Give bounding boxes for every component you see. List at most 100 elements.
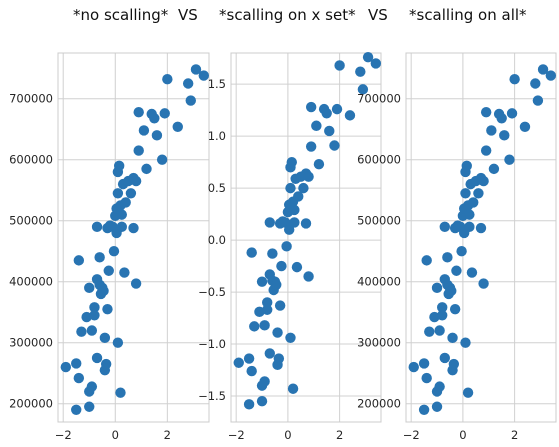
data-point: [499, 130, 510, 141]
data-point: [357, 84, 369, 95]
data-point: [102, 303, 113, 315]
data-point: [162, 74, 173, 85]
data-point: [259, 320, 270, 331]
data-point: [262, 304, 273, 315]
x-tick-label: −2: [55, 428, 72, 442]
data-point: [532, 95, 544, 106]
data-point: [449, 303, 461, 315]
plot-frame: [57, 52, 210, 423]
y-tick-label: 0.5: [208, 181, 226, 195]
data-point: [506, 108, 518, 119]
title-separator-2: VS: [368, 6, 388, 24]
data-point: [324, 125, 335, 137]
y-tick-label: 1.0: [208, 129, 226, 143]
data-point: [286, 156, 297, 168]
data-point: [243, 399, 255, 410]
y-tick-label: 500000: [9, 214, 53, 228]
y-tick-label: 0.0: [208, 233, 226, 247]
data-point: [331, 103, 343, 115]
x-tick-label: −2: [403, 428, 420, 442]
y-tick-label: 200000: [9, 397, 53, 411]
data-point: [128, 222, 139, 234]
data-point: [159, 108, 170, 119]
data-point: [120, 197, 131, 208]
data-point: [130, 175, 142, 187]
data-point: [185, 95, 196, 106]
data-point: [264, 217, 275, 228]
data-point: [305, 101, 317, 113]
x-tick-label: 2: [336, 428, 343, 442]
data-point: [108, 246, 120, 257]
data-point: [141, 163, 152, 175]
x-tick-label: −2: [228, 428, 245, 442]
data-point: [460, 337, 471, 348]
data-point: [81, 311, 92, 323]
title-separator-1: VS: [178, 6, 198, 24]
data-point: [262, 297, 273, 308]
data-point: [475, 222, 487, 234]
data-point: [537, 64, 549, 75]
data-point: [434, 325, 445, 336]
data-point: [291, 261, 303, 273]
data-point: [198, 70, 209, 81]
y-tick-label: −0.5: [198, 285, 226, 299]
data-point: [149, 113, 160, 124]
data-point: [272, 327, 283, 338]
data-point: [115, 387, 126, 398]
data-point: [334, 60, 345, 71]
data-point: [311, 120, 322, 131]
data-point: [112, 188, 124, 199]
data-point: [246, 247, 257, 258]
data-point: [305, 141, 317, 152]
y-tick-label: 200000: [357, 397, 401, 411]
data-point: [478, 175, 489, 187]
y-tick-label: 400000: [9, 275, 53, 289]
data-point: [91, 352, 103, 364]
data-point: [86, 325, 98, 336]
data-point: [344, 110, 356, 121]
data-point: [76, 326, 87, 337]
data-point: [86, 381, 98, 392]
y-tick-label: −1.0: [198, 337, 226, 351]
data-point: [285, 332, 296, 344]
y-tick-label: 600000: [357, 153, 401, 167]
data-point: [71, 404, 82, 416]
data-point: [480, 145, 492, 156]
plot-area: [231, 53, 381, 422]
data-point: [329, 140, 340, 151]
data-point: [446, 285, 457, 297]
data-point: [274, 300, 286, 311]
data-point: [437, 302, 448, 313]
data-point: [289, 217, 300, 228]
data-point: [480, 106, 492, 118]
data-point: [486, 125, 497, 136]
data-point: [119, 267, 130, 278]
x-tick-label: 2: [511, 428, 518, 442]
y-tick-label: 300000: [9, 336, 53, 350]
scatter-panel-no-scalling: −2 0 2 200000 300000 400000 500000 600000 700000: [9, 52, 210, 442]
data-point: [439, 352, 450, 364]
data-point: [116, 221, 127, 233]
y-tick-label: −1.5: [198, 389, 226, 403]
data-point: [431, 282, 443, 294]
data-point: [283, 224, 295, 235]
data-point: [233, 357, 244, 368]
data-point: [243, 353, 255, 364]
data-point: [249, 321, 260, 332]
data-point: [182, 78, 194, 89]
data-point: [130, 278, 142, 289]
data-point: [84, 401, 95, 412]
data-point: [421, 372, 432, 384]
data-point: [71, 358, 82, 369]
x-tick-label: 0: [284, 428, 291, 442]
data-point: [125, 188, 137, 199]
data-point: [133, 145, 144, 156]
data-point: [431, 401, 443, 412]
data-point: [138, 125, 150, 136]
data-point: [418, 404, 430, 416]
data-point: [461, 160, 472, 172]
data-point: [462, 387, 474, 398]
data-point: [448, 358, 460, 370]
y-tick-label: 1.5: [208, 77, 226, 91]
